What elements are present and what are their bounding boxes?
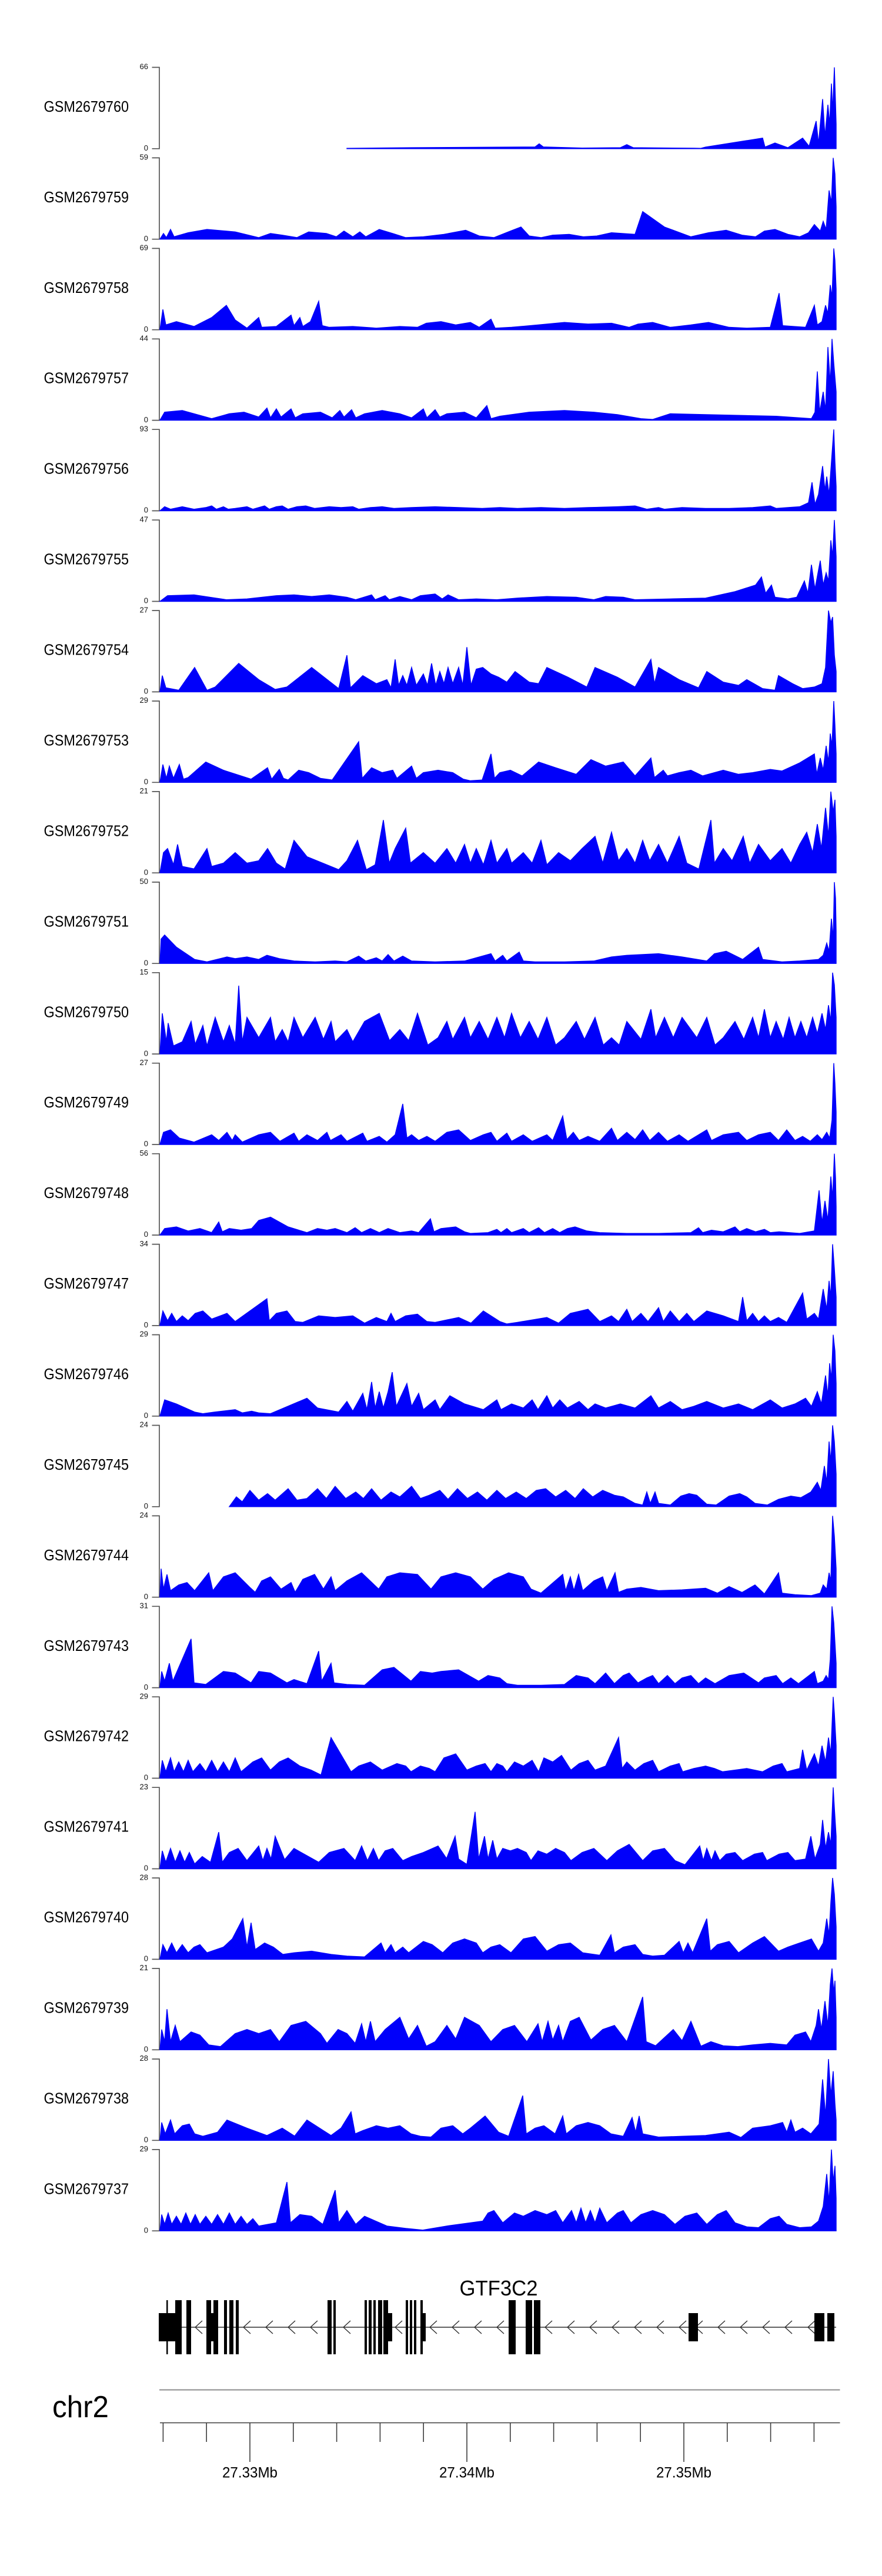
svg-text:59: 59 xyxy=(140,153,148,162)
svg-text:29: 29 xyxy=(140,696,148,705)
svg-text:29: 29 xyxy=(140,1691,148,1700)
svg-text:GSM2679750: GSM2679750 xyxy=(44,1004,129,1020)
svg-text:0: 0 xyxy=(144,325,148,333)
svg-text:27: 27 xyxy=(140,605,148,614)
svg-text:29: 29 xyxy=(140,2144,148,2153)
svg-text:47: 47 xyxy=(140,515,148,523)
svg-text:69: 69 xyxy=(140,243,148,252)
svg-text:GSM2679746: GSM2679746 xyxy=(44,1366,129,1383)
svg-text:28: 28 xyxy=(140,1873,148,1881)
svg-text:GSM2679742: GSM2679742 xyxy=(44,1729,129,1745)
svg-text:44: 44 xyxy=(140,334,148,343)
svg-text:GSM2679753: GSM2679753 xyxy=(44,733,129,749)
svg-text:0: 0 xyxy=(144,867,148,876)
svg-text:0: 0 xyxy=(144,1954,148,1963)
svg-text:23: 23 xyxy=(140,1782,148,1791)
svg-text:GSM2679749: GSM2679749 xyxy=(44,1095,129,1111)
svg-text:GSM2679741: GSM2679741 xyxy=(44,1819,129,1836)
svg-text:0: 0 xyxy=(144,2045,148,2054)
svg-text:GSM2679757: GSM2679757 xyxy=(44,371,129,387)
svg-text:93: 93 xyxy=(140,424,148,433)
svg-text:34: 34 xyxy=(140,1239,148,1248)
svg-text:GSM2679748: GSM2679748 xyxy=(44,1185,129,1202)
svg-text:0: 0 xyxy=(144,1411,148,1420)
svg-text:0: 0 xyxy=(144,415,148,424)
svg-text:GSM2679738: GSM2679738 xyxy=(44,2090,129,2107)
svg-text:0: 0 xyxy=(144,2135,148,2144)
svg-text:0: 0 xyxy=(144,144,148,152)
svg-text:27.35Mb: 27.35Mb xyxy=(656,2465,711,2481)
svg-text:GSM2679739: GSM2679739 xyxy=(44,2000,129,2017)
svg-text:24: 24 xyxy=(140,1420,148,1429)
svg-text:0: 0 xyxy=(144,1049,148,1057)
svg-text:0: 0 xyxy=(144,1773,148,1782)
svg-text:0: 0 xyxy=(144,1230,148,1239)
svg-text:GSM2679745: GSM2679745 xyxy=(44,1457,129,1473)
svg-text:GSM2679758: GSM2679758 xyxy=(44,280,129,296)
svg-text:29: 29 xyxy=(140,1330,148,1339)
svg-text:21: 21 xyxy=(140,1963,148,1972)
svg-text:0: 0 xyxy=(144,1864,148,1873)
svg-text:0: 0 xyxy=(144,1592,148,1601)
svg-text:50: 50 xyxy=(140,877,148,886)
svg-text:28: 28 xyxy=(140,2054,148,2063)
svg-text:GSM2679760: GSM2679760 xyxy=(44,99,129,115)
svg-text:0: 0 xyxy=(144,596,148,605)
svg-text:GSM2679737: GSM2679737 xyxy=(44,2181,129,2197)
svg-text:GTF3C2: GTF3C2 xyxy=(460,2276,538,2300)
svg-text:0: 0 xyxy=(144,2225,148,2234)
svg-text:27.34Mb: 27.34Mb xyxy=(439,2465,495,2481)
svg-text:31: 31 xyxy=(140,1601,148,1610)
svg-text:0: 0 xyxy=(144,1320,148,1329)
svg-text:GSM2679754: GSM2679754 xyxy=(44,642,129,659)
svg-text:0: 0 xyxy=(144,1501,148,1510)
svg-text:15: 15 xyxy=(140,967,148,976)
svg-text:GSM2679755: GSM2679755 xyxy=(44,552,129,568)
svg-text:GSM2679743: GSM2679743 xyxy=(44,1638,129,1654)
svg-text:0: 0 xyxy=(144,778,148,786)
svg-text:GSM2679752: GSM2679752 xyxy=(44,823,129,839)
svg-text:chr2: chr2 xyxy=(52,2390,109,2424)
svg-text:0: 0 xyxy=(144,958,148,967)
svg-text:0: 0 xyxy=(144,687,148,696)
svg-text:GSM2679740: GSM2679740 xyxy=(44,1910,129,1926)
svg-text:27: 27 xyxy=(140,1058,148,1067)
svg-text:0: 0 xyxy=(144,1139,148,1148)
svg-text:21: 21 xyxy=(140,786,148,795)
svg-text:GSM2679751: GSM2679751 xyxy=(44,913,129,930)
svg-text:GSM2679744: GSM2679744 xyxy=(44,1547,129,1564)
svg-text:GSM2679747: GSM2679747 xyxy=(44,1276,129,1292)
svg-text:66: 66 xyxy=(140,62,148,71)
svg-text:GSM2679759: GSM2679759 xyxy=(44,189,129,206)
svg-text:0: 0 xyxy=(144,234,148,243)
svg-text:27.33Mb: 27.33Mb xyxy=(222,2465,278,2481)
svg-text:24: 24 xyxy=(140,1511,148,1520)
svg-text:0: 0 xyxy=(144,506,148,515)
svg-text:56: 56 xyxy=(140,1149,148,1157)
svg-text:0: 0 xyxy=(144,1683,148,1691)
svg-text:GSM2679756: GSM2679756 xyxy=(44,461,129,478)
